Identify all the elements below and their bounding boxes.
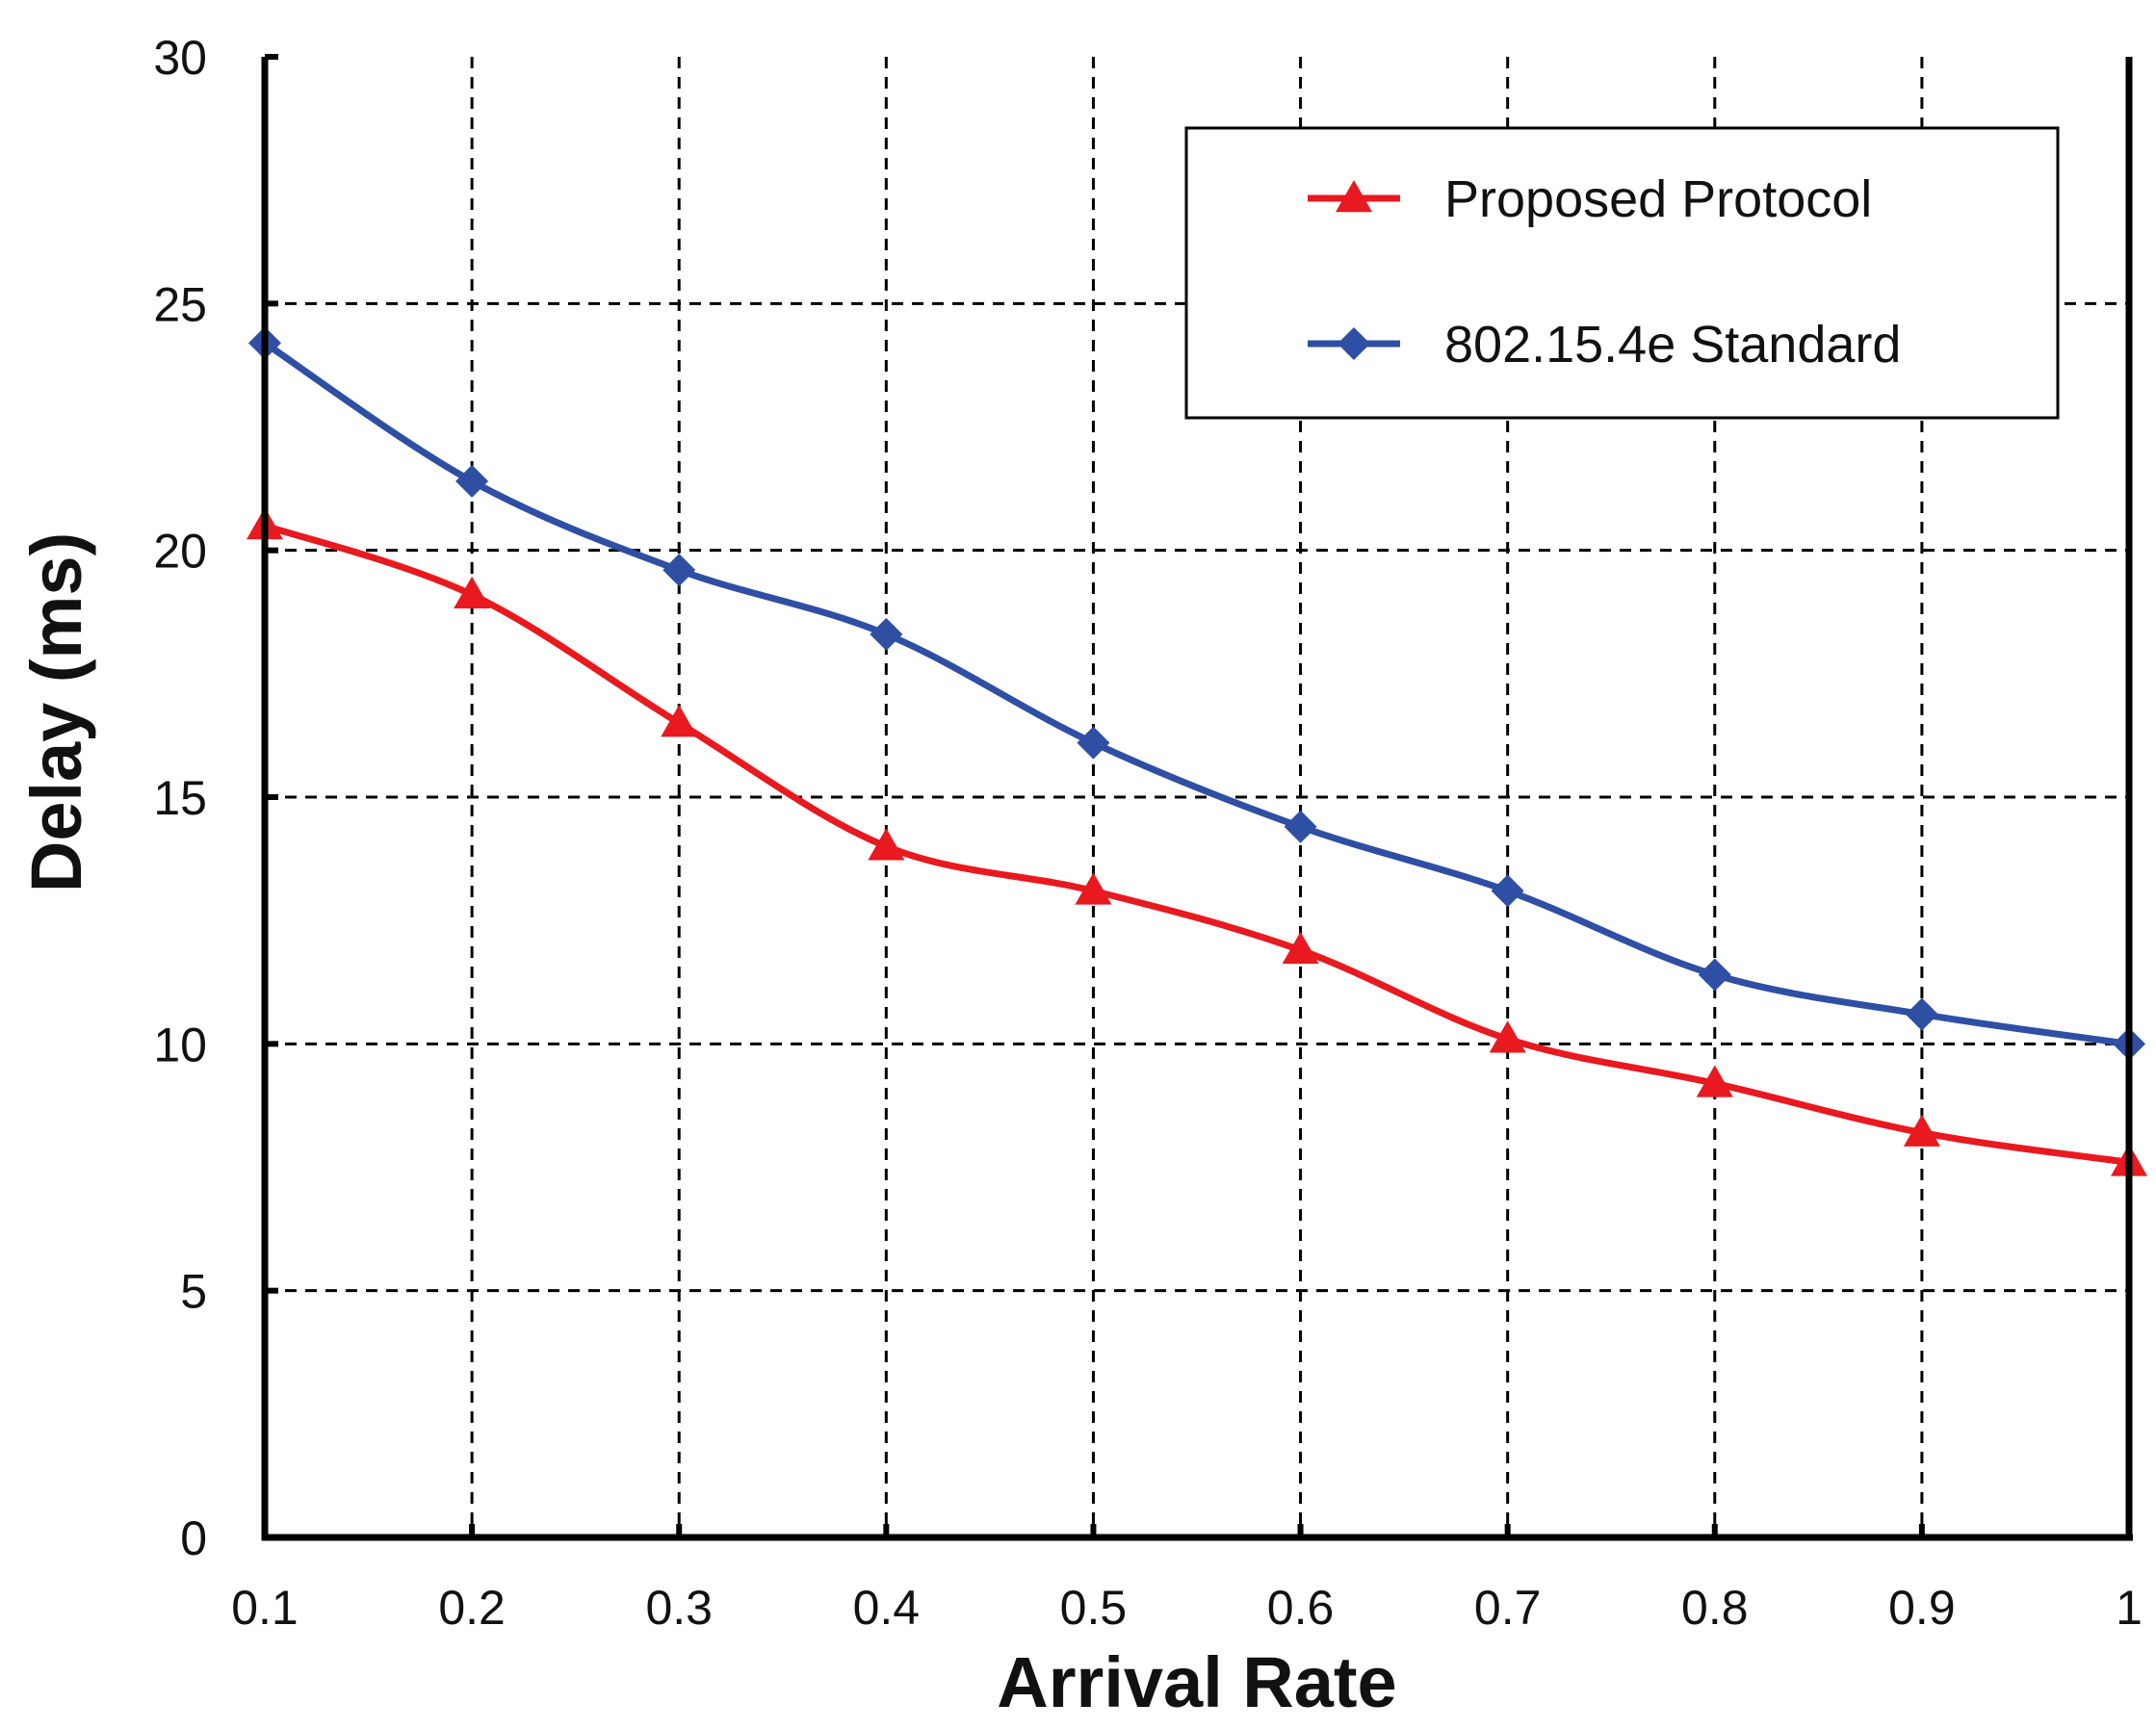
data-point xyxy=(1903,1114,1940,1147)
x-tick-label: 0.2 xyxy=(438,1581,506,1635)
x-tick-label: 0.1 xyxy=(231,1581,299,1635)
data-point xyxy=(1905,997,1938,1031)
x-tick-label: 0.9 xyxy=(1888,1581,1956,1635)
y-axis-title: Delay (ms) xyxy=(16,532,96,892)
legend-label: 802.15.4e Standard xyxy=(1444,316,1901,374)
data-point xyxy=(870,617,903,651)
data-point xyxy=(661,705,698,737)
series-layer xyxy=(247,326,2147,1176)
x-tick-label: 0.5 xyxy=(1060,1581,1128,1635)
x-tick-label: 1 xyxy=(2116,1581,2143,1635)
data-point xyxy=(1489,1020,1526,1053)
legend-item: 802.15.4e Standard xyxy=(1308,316,1901,374)
y-tick-label: 15 xyxy=(153,771,207,825)
legend-diamond-marker xyxy=(1338,327,1370,360)
data-point xyxy=(1075,872,1112,905)
x-tick-label: 0.7 xyxy=(1474,1581,1542,1635)
series-line xyxy=(261,339,2133,1047)
y-tick-label: 20 xyxy=(153,525,207,579)
data-point xyxy=(1282,931,1319,965)
x-tick-label: 0.6 xyxy=(1267,1581,1335,1635)
data-point xyxy=(868,828,905,861)
legend-triangle-marker xyxy=(1336,180,1372,213)
data-point xyxy=(1696,1065,1733,1097)
x-tick-label: 0.3 xyxy=(645,1581,713,1635)
x-tick-label: 0.8 xyxy=(1681,1581,1749,1635)
y-tick-label: 25 xyxy=(153,277,207,331)
legend-label: Proposed Protocol xyxy=(1444,170,1872,228)
gridlines xyxy=(265,57,2129,1537)
data-point xyxy=(454,576,491,609)
x-axis-title: Arrival Rate xyxy=(997,1642,1396,1722)
y-tick-label: 30 xyxy=(153,31,207,85)
data-point xyxy=(1077,726,1110,760)
y-tick-label: 5 xyxy=(180,1265,207,1319)
series-line xyxy=(261,522,2133,1166)
y-tick-label: 0 xyxy=(180,1511,207,1565)
data-point xyxy=(1284,810,1317,843)
legend-item: Proposed Protocol xyxy=(1308,170,1872,228)
legend-items: Proposed Protocol 802.15.4e Standard xyxy=(1308,170,1901,374)
data-point xyxy=(662,554,696,587)
data-point xyxy=(1698,958,1731,992)
data-point xyxy=(1491,874,1524,908)
data-point xyxy=(455,464,489,498)
series-2 xyxy=(248,326,2145,1061)
x-tick-label: 0.4 xyxy=(853,1581,921,1635)
y-tick-label: 10 xyxy=(153,1018,207,1071)
legend: Proposed Protocol 802.15.4e Standard xyxy=(1184,126,2060,420)
legend-box xyxy=(1184,126,2060,420)
